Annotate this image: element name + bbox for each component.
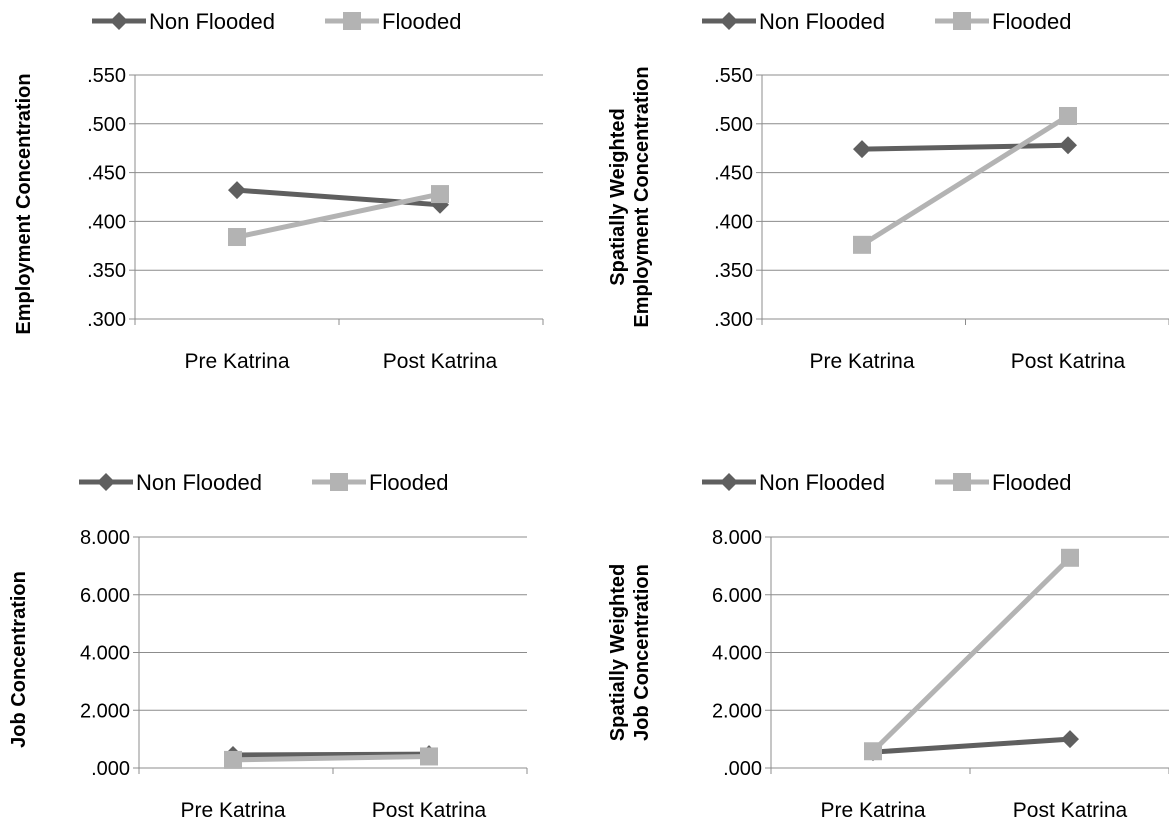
data-point-flooded	[431, 185, 449, 204]
x-tick-label: Pre Katrina	[184, 350, 289, 373]
chart-panel-2: .300 .350 .400 .450 .500 .550 Pre Katrina Post …	[607, 9, 1169, 373]
series-line-flooded	[860, 113, 1070, 247]
y-tick-label: .000	[91, 758, 130, 780]
data-point-flooded	[864, 742, 882, 761]
data-point-flooded	[420, 747, 438, 766]
data-point-non-flooded	[1059, 136, 1077, 155]
y-tick-label: .550	[714, 65, 753, 87]
legend-label-non-flooded: Non Flooded	[759, 470, 885, 495]
legend-marker-flooded	[343, 12, 361, 30]
y-tick-label: 6.000	[80, 585, 130, 607]
y-tick-label: .300	[714, 309, 753, 331]
y-tick-label: .500	[714, 114, 753, 136]
y-axis-label-line: Employment Concentration	[631, 66, 653, 327]
y-tick-label: 6.000	[712, 585, 762, 607]
x-tick-label: Post Katrina	[372, 799, 487, 822]
legend: Non Flooded Flooded	[702, 470, 1072, 495]
legend-label-non-flooded: Non Flooded	[149, 9, 275, 34]
legend-label-flooded: Flooded	[382, 9, 462, 34]
x-tick-label: Post Katrina	[1013, 799, 1128, 822]
legend-label-flooded: Flooded	[992, 470, 1072, 495]
y-tick-label: .500	[87, 114, 126, 136]
data-point-flooded	[1061, 548, 1079, 567]
data-point-flooded	[224, 750, 242, 769]
y-tick-label: .450	[87, 163, 126, 185]
data-point-non-flooded	[228, 181, 246, 200]
y-tick-label: .400	[87, 211, 126, 233]
legend-marker-non-flooded	[720, 12, 738, 30]
legend-marker-flooded	[953, 12, 971, 30]
legend-label-flooded: Flooded	[992, 9, 1072, 34]
legend: Non Flooded Flooded	[92, 9, 462, 34]
y-tick-label: .000	[723, 758, 762, 780]
x-tick-label: Post Katrina	[383, 350, 498, 373]
legend-label-flooded: Flooded	[369, 470, 449, 495]
y-tick-label: .300	[87, 309, 126, 331]
y-tick-label: .400	[714, 211, 753, 233]
y-axis-label: Job Concentration	[8, 571, 30, 748]
data-point-non-flooded	[853, 140, 871, 159]
data-point-flooded	[1059, 106, 1077, 125]
series-line-non-flooded	[861, 142, 1069, 152]
legend: Non Flooded Flooded	[79, 470, 449, 495]
y-axis-label-line: Spatially Weighted	[607, 108, 629, 285]
legend: Non Flooded Flooded	[702, 9, 1072, 34]
legend-label-non-flooded: Non Flooded	[759, 9, 885, 34]
series-line-non-flooded	[232, 751, 430, 758]
x-tick-label: Pre Katrina	[180, 799, 285, 822]
x-tick-label: Pre Katrina	[809, 350, 914, 373]
chart-panel-3: .000 2.000 4.000 6.000 8.000 Pre Katrina Post …	[8, 470, 528, 822]
y-tick-label: .350	[714, 260, 753, 282]
legend-marker-non-flooded	[110, 12, 128, 30]
legend-marker-flooded	[330, 473, 348, 491]
legend-marker-non-flooded	[97, 473, 115, 491]
data-point-flooded	[228, 228, 246, 247]
y-tick-label: .450	[714, 163, 753, 185]
x-tick-label: Post Katrina	[1011, 350, 1126, 373]
series-line-flooded	[236, 191, 441, 240]
y-tick-label: 8.000	[712, 527, 762, 549]
y-tick-label: 2.000	[712, 700, 762, 722]
y-tick-label: 2.000	[80, 700, 130, 722]
legend-label-non-flooded: Non Flooded	[136, 470, 262, 495]
y-tick-label: 4.000	[80, 643, 130, 665]
series-line-flooded	[871, 556, 1072, 754]
y-tick-label: .550	[87, 65, 126, 87]
y-axis-label-line: Spatially Weighted	[607, 564, 629, 741]
series-line-flooded	[232, 753, 430, 763]
chart-panel-1: .300 .350 .400 .450 .500 .550 Pre Katrina Post …	[13, 9, 544, 373]
series-line-non-flooded	[872, 736, 1071, 755]
y-axis-label-line: Job Concentration	[631, 564, 653, 741]
y-tick-label: 8.000	[80, 527, 130, 549]
y-tick-label: 4.000	[712, 643, 762, 665]
data-point-non-flooded	[1061, 730, 1079, 749]
legend-marker-flooded	[953, 473, 971, 491]
y-tick-label: .350	[87, 260, 126, 282]
data-point-flooded	[853, 235, 871, 254]
x-tick-label: Pre Katrina	[820, 799, 925, 822]
chart-panel-4: .000 2.000 4.000 6.000 8.000 Pre Katrina Post …	[607, 470, 1169, 822]
legend-marker-non-flooded	[720, 473, 738, 491]
y-axis-label: Spatially Weighted Employment Concentrati…	[607, 66, 653, 327]
y-axis-label: Employment Concentration	[13, 73, 35, 334]
y-axis-label: Spatially Weighted Job Concentration	[607, 564, 653, 741]
